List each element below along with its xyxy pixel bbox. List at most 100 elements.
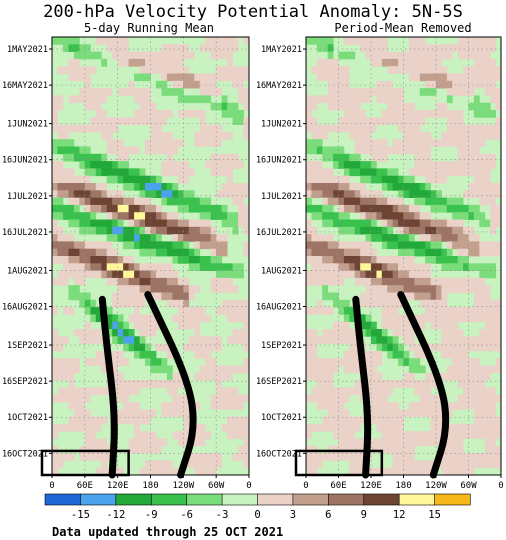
anomaly-cell: [155, 212, 162, 220]
anomaly-cell: [419, 153, 426, 162]
anomaly-cell: [52, 197, 58, 206]
anomaly-cell: [221, 161, 228, 169]
anomaly-cell: [419, 212, 426, 220]
anomaly-cell: [90, 204, 97, 213]
anomaly-cell: [177, 175, 184, 184]
anomaly-cell: [199, 453, 206, 461]
anomaly-cell: [468, 372, 475, 381]
anomaly-cell: [338, 431, 345, 439]
anomaly-cell: [371, 219, 377, 228]
anomaly-cell: [408, 329, 415, 337]
anomaly-cell: [322, 73, 329, 82]
anomaly-cell: [473, 139, 480, 147]
anomaly-cell: [343, 51, 350, 60]
anomaly-cell: [232, 44, 239, 52]
anomaly-cell: [145, 350, 151, 359]
anomaly-cell: [101, 416, 108, 425]
anomaly-cell: [468, 314, 475, 323]
anomaly-cell: [322, 292, 329, 301]
anomaly-cell: [484, 329, 491, 337]
anomaly-cell: [311, 336, 318, 344]
anomaly-cell: [73, 285, 80, 293]
anomaly-cell: [90, 95, 97, 104]
anomaly-cell: [354, 37, 361, 45]
anomaly-cell: [194, 423, 201, 432]
anomaly-cell: [199, 73, 206, 82]
anomaly-cell: [463, 190, 469, 198]
anomaly-cell: [57, 161, 64, 169]
anomaly-cell: [139, 248, 146, 257]
anomaly-cell: [316, 372, 323, 381]
anomaly-cell: [457, 380, 464, 388]
anomaly-cell: [365, 175, 372, 184]
anomaly-cell: [479, 292, 486, 301]
anomaly-cell: [172, 58, 179, 67]
anomaly-cell: [106, 219, 113, 228]
anomaly-cell: [227, 73, 233, 82]
anomaly-cell: [392, 95, 399, 104]
anomaly-cell: [306, 161, 312, 169]
anomaly-cell: [322, 263, 329, 271]
anomaly-cell: [134, 299, 140, 308]
anomaly-cell: [221, 299, 228, 308]
anomaly-cell: [57, 423, 64, 432]
anomaly-cell: [123, 409, 130, 417]
anomaly-cell: [112, 372, 119, 381]
anomaly-cell: [311, 175, 318, 184]
anomaly-cell: [333, 95, 339, 104]
anomaly-cell: [398, 358, 404, 366]
anomaly-cell: [145, 73, 151, 82]
anomaly-cell: [490, 387, 496, 396]
anomaly-cell: [333, 387, 339, 396]
anomaly-cell: [414, 314, 421, 323]
anomaly-cell: [430, 321, 437, 330]
anomaly-cell: [306, 139, 312, 147]
anomaly-cell: [73, 175, 80, 184]
anomaly-cell: [436, 197, 442, 206]
anomaly-cell: [112, 204, 119, 213]
anomaly-cell: [183, 51, 190, 60]
anomaly-cell: [322, 58, 329, 67]
anomaly-cell: [199, 95, 206, 104]
anomaly-cell: [436, 219, 442, 228]
anomaly-cell: [327, 409, 334, 417]
anomaly-cell: [210, 336, 217, 344]
anomaly-cell: [484, 431, 491, 439]
anomaly-cell: [139, 51, 146, 60]
anomaly-cell: [452, 431, 459, 439]
anomaly-cell: [316, 161, 323, 169]
anomaly-cell: [333, 365, 339, 374]
anomaly-cell: [62, 37, 69, 45]
anomaly-cell: [123, 146, 130, 155]
anomaly-cell: [166, 139, 173, 147]
anomaly-cell: [387, 95, 394, 104]
anomaly-cell: [161, 73, 168, 82]
anomaly-cell: [333, 445, 339, 454]
anomaly-cell: [381, 270, 388, 279]
anomaly-cell: [134, 416, 140, 425]
anomaly-cell: [232, 66, 239, 74]
x-tick-label: 0: [49, 481, 54, 491]
anomaly-cell: [452, 350, 459, 359]
anomaly-cell: [84, 204, 91, 213]
anomaly-cell: [188, 73, 195, 82]
anomaly-cell: [376, 37, 383, 45]
anomaly-cell: [365, 256, 372, 264]
anomaly-cell: [123, 183, 130, 191]
anomaly-cell: [216, 51, 223, 60]
anomaly-cell: [354, 219, 361, 228]
anomaly-cell: [446, 350, 453, 359]
anomaly-cell: [436, 256, 442, 264]
anomaly-cell: [316, 73, 323, 82]
anomaly-cell: [490, 263, 496, 271]
anomaly-cell: [216, 139, 223, 147]
anomaly-cell: [446, 51, 453, 60]
anomaly-cell: [430, 292, 437, 301]
anomaly-cell: [338, 299, 345, 308]
anomaly-cell: [398, 256, 404, 264]
anomaly-cell: [95, 124, 102, 133]
anomaly-cell: [473, 248, 480, 257]
anomaly-cell: [463, 124, 469, 133]
anomaly-cell: [365, 358, 372, 366]
anomaly-cell: [150, 234, 157, 242]
